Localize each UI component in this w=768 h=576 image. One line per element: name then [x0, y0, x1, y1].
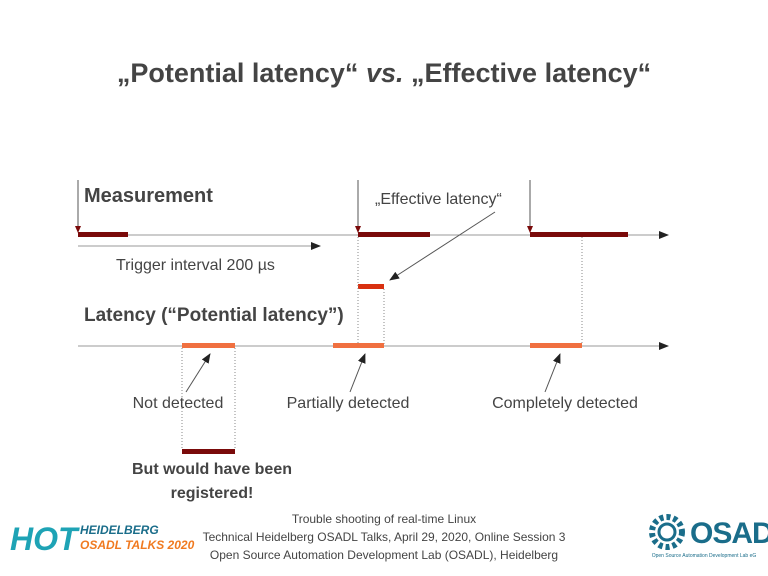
pointer-arrow [185, 353, 211, 393]
measurement-bar [78, 232, 128, 237]
logo-gear [649, 514, 685, 550]
title: „Potential latency“ vs. „Effective laten… [117, 58, 651, 88]
pointer-arrow [389, 211, 496, 281]
logo-tagline: Open Source Automation Development Lab e… [652, 553, 757, 559]
title-part: „Potential latency“ [117, 58, 359, 88]
latency-bar [182, 343, 235, 348]
logo-hot: HOT [10, 521, 80, 557]
logo-text: OSADL TALKS 2020 [80, 538, 195, 552]
case-label: Completely detected [492, 395, 638, 412]
title-vs: vs. [366, 58, 404, 88]
latency-label: Latency (“Potential latency”) [84, 305, 344, 326]
pointer-arrow [349, 353, 366, 393]
latency-bar [333, 343, 384, 348]
note: But would have been [132, 461, 292, 478]
measurement-label: Measurement [84, 185, 213, 207]
case-label: Partially detected [287, 395, 410, 412]
logo-gear [657, 522, 677, 542]
note: registered! [171, 485, 254, 502]
logo-text: HEIDELBERG [80, 523, 159, 537]
measurement-bar [358, 232, 430, 237]
footer-line: Technical Heidelberg OSADL Talks, April … [203, 530, 566, 544]
logo-osadl: OSADL [690, 517, 768, 550]
effective-latency-label: „Effective latency“ [375, 191, 502, 208]
measurement-bar [530, 232, 628, 237]
footer-line: Open Source Automation Development Lab (… [210, 548, 558, 562]
case-label: Not detected [133, 395, 224, 412]
trigger-interval-label: Trigger interval 200 µs [116, 257, 275, 274]
footer-line: Trouble shooting of real-time Linux [292, 512, 476, 526]
latency-bar [530, 343, 582, 348]
title-part: „Effective latency“ [411, 58, 651, 88]
registered-bar [182, 449, 235, 454]
pointer-arrow [544, 353, 561, 393]
effective-bar [358, 284, 384, 289]
